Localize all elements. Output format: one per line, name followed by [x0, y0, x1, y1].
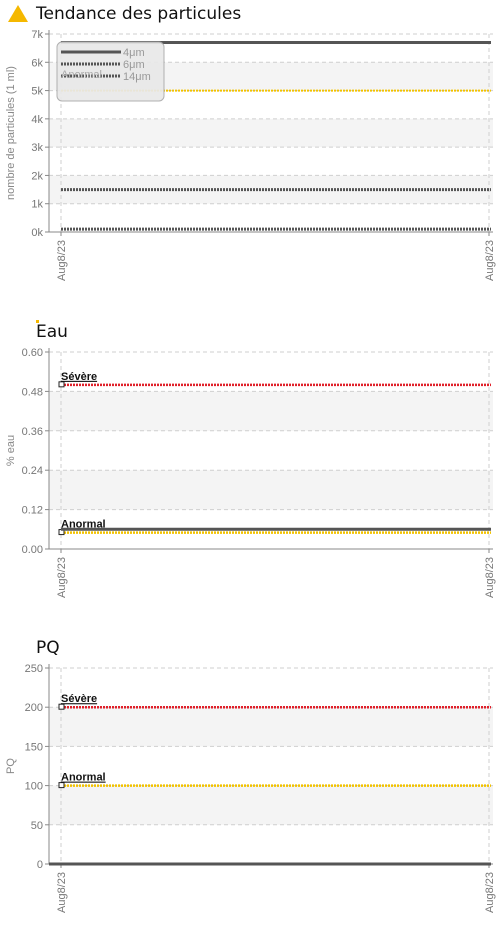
x-tick-label: Aug8/23 — [484, 557, 496, 598]
legend-label: 6μm — [123, 59, 145, 71]
y-tick-label: 7k — [31, 29, 43, 41]
x-tick-label: Aug8/23 — [484, 240, 496, 281]
x-tick-label: Aug8/23 — [56, 872, 68, 913]
x-tick-label: Aug8/23 — [56, 557, 68, 598]
x-tick-label: Aug8/23 — [484, 872, 496, 913]
y-tick-label: 2k — [31, 170, 43, 182]
y-tick-label: 0.00 — [22, 544, 43, 556]
y-tick-label: 0.48 — [22, 386, 43, 398]
grid-band — [49, 118, 493, 148]
severe-label: Sévère — [61, 693, 97, 705]
abnormal-label: Anormal — [61, 519, 106, 531]
y-tick-label: 0.60 — [22, 347, 43, 359]
y-axis-label: PQ — [5, 758, 17, 774]
y-tick-label: 0.36 — [22, 426, 43, 438]
y-tick-label: 1k — [31, 199, 43, 211]
particle-trend-chart: 0k 1k 2k 3k 4k 5k 6k 7k Aug8/23 Aug8/23 nombre de … — [5, 29, 496, 281]
y-tick-label: 0k — [31, 227, 43, 239]
particle-trend-panel: Tendance des particules 0k 1k 2k 3k 4k 5k 6k 7k… — [0, 0, 499, 290]
y-axis-label: nombre de particules (1 ml) — [5, 66, 17, 200]
y-tick-label: 150 — [25, 741, 43, 753]
y-tick-label: 0.12 — [22, 505, 43, 517]
y-axis-label: % eau — [5, 435, 17, 466]
y-tick-label: 3k — [31, 142, 43, 154]
threshold-marker — [58, 782, 65, 789]
grid-band — [49, 391, 493, 431]
y-tick-label: 250 — [25, 663, 43, 675]
y-tick-label: 100 — [25, 781, 43, 793]
legend-box — [56, 41, 165, 102]
chart-title: Tendance des particules — [36, 4, 242, 24]
warning-triangle-icon — [8, 5, 28, 22]
y-tick-label: 0 — [37, 859, 43, 871]
grid-band — [49, 470, 493, 510]
y-tick-label: 4k — [31, 114, 43, 126]
severe-label: Sévère — [61, 371, 97, 383]
legend-label: 14μm — [123, 71, 151, 83]
grid-band — [49, 785, 493, 825]
y-tick-label: 0.24 — [22, 465, 43, 477]
threshold-marker — [58, 703, 65, 710]
abnormal-label: Anormal — [61, 772, 106, 784]
x-tick-label: Aug8/23 — [56, 240, 68, 281]
y-tick-label: 6k — [31, 57, 43, 69]
legend-label: 4μm — [123, 47, 145, 59]
y-tick-label: 200 — [25, 702, 43, 714]
y-tick-label: 50 — [31, 820, 43, 832]
grid-band — [49, 707, 493, 747]
legend-abnormal-label: Anormal — [61, 69, 102, 81]
threshold-marker — [58, 381, 65, 388]
y-tick-label: 5k — [31, 86, 43, 98]
